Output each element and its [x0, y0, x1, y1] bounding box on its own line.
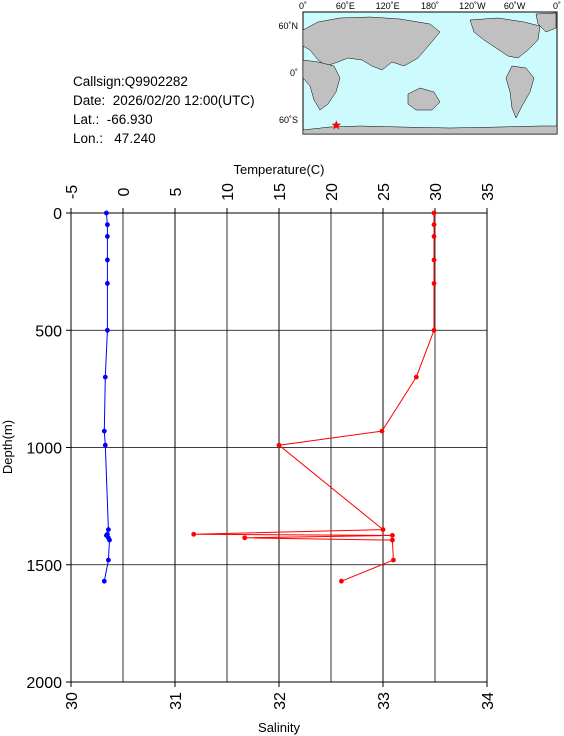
temperature-data-point [390, 537, 395, 543]
salinity-axis-label: Salinity [258, 720, 300, 735]
map-land-south-america [505, 65, 535, 119]
salinity-data-point [105, 222, 110, 228]
salinity-data-point [101, 428, 107, 434]
map-land-greenland [535, 12, 557, 33]
salinity-tick-label: 33 [376, 692, 393, 710]
temperature-tick-label: 0 [116, 187, 133, 196]
map-lon-tick: 180˚ [421, 1, 439, 11]
temperature-data-point [191, 531, 197, 537]
temperature-data-point [379, 428, 385, 434]
lat-value: -66.930 [106, 112, 153, 127]
depth-tick-label: 500 [35, 323, 62, 340]
temperature-tick-label: 30 [428, 183, 445, 201]
lon-row: Lon.: 47.240 [73, 129, 255, 148]
location-map: 0˚ 60˚E 120˚E 180˚ 120˚W 60˚W 0˚ 60˚N0˚60˚S [278, 1, 561, 135]
salinity-profile-line [103, 212, 111, 582]
depth-tick-label: 2000 [26, 675, 62, 692]
map-land [302, 12, 558, 135]
map-lon-tick: 0˚ [553, 1, 561, 11]
map-land-antarctica [302, 125, 558, 135]
temperature-data-point [339, 578, 344, 584]
depth-axis-label: Depth(m) [0, 420, 15, 474]
salinity-data-point [106, 527, 111, 532]
map-lon-tick: 60˚W [504, 1, 526, 11]
temperature-tick-label: 5 [168, 187, 185, 196]
date-row: Date: 2026/02/20 12:00(UTC) [73, 91, 255, 110]
map-lon-tick: 0˚ [299, 1, 307, 11]
salinity-data-point [106, 557, 111, 563]
salinity-data-point [104, 210, 109, 216]
map-land-africa [302, 59, 341, 111]
salinity-data-point [105, 234, 110, 239]
map-lat-tick: 0˚ [290, 68, 298, 78]
temperature-axis-ticks: -5 0 5 10 15 20 25 30 35 [64, 183, 497, 213]
depth-axis-ticks: 0 500 1000 1500 2000 [26, 206, 71, 692]
date-label: Date: [73, 93, 106, 108]
temperature-data-point [431, 257, 437, 263]
salinity-data-point [105, 257, 110, 263]
date-value: 2026/02/20 12:00(UTC) [112, 93, 255, 108]
series-layer [101, 210, 437, 584]
temperature-tick-label: 35 [480, 183, 497, 201]
temperature-tick-label: 25 [376, 183, 393, 201]
map-lon-tick: 120˚E [376, 1, 400, 11]
map-land-eurasia [302, 16, 441, 71]
salinity-data-point [102, 374, 108, 380]
temperature-data-point [276, 442, 282, 448]
temperature-axis-label: Temperature(C) [233, 162, 324, 177]
salinity-data-point [107, 537, 112, 543]
callsign-row: Callsign:Q9902282 [73, 72, 255, 91]
salinity-axis-ticks: 30 31 32 33 34 [64, 682, 497, 710]
salinity-tick-label: 32 [272, 692, 289, 710]
map-land-north-america [469, 17, 541, 59]
float-info: Callsign:Q9902282 Date: 2026/02/20 12:00… [73, 72, 255, 148]
temperature-data-point [431, 281, 437, 286]
temperature-tick-label: 15 [272, 183, 289, 201]
lon-value: 47.240 [114, 131, 156, 146]
lon-label: Lon.: [73, 131, 104, 146]
depth-tick-label: 1000 [26, 441, 62, 458]
temperature-data-point [431, 210, 437, 216]
map-lat-tick: 60˚S [279, 115, 298, 125]
salinity-tick-label: 31 [168, 692, 185, 710]
map-lon-tick: 120˚W [459, 1, 486, 11]
temperature-data-point [391, 557, 396, 563]
salinity-tick-label: 34 [480, 692, 497, 710]
salinity-data-point [105, 281, 110, 286]
temperature-data-point [431, 234, 437, 239]
callsign-value: Q9902282 [124, 74, 188, 89]
temperature-data-point [242, 535, 248, 541]
lat-row: Lat.: -66.930 [73, 110, 255, 129]
temperature-tick-label: 10 [220, 183, 237, 201]
temperature-data-point [413, 374, 419, 380]
temperature-tick-label: 20 [324, 183, 341, 201]
map-lat-tick: 60˚N [278, 21, 298, 31]
salinity-tick-label: 30 [64, 692, 81, 710]
float-location-star [331, 120, 342, 130]
lat-label: Lat.: [73, 112, 100, 127]
salinity-data-point [102, 442, 108, 448]
depth-tick-label: 1500 [26, 558, 62, 575]
temperature-data-point [431, 222, 437, 228]
temperature-data-point [390, 533, 395, 538]
temperature-data-point [380, 527, 386, 532]
callsign-label: Callsign: [73, 74, 125, 89]
salinity-data-point [101, 578, 107, 584]
salinity-data-point [105, 327, 110, 333]
map-lon-tick: 60˚E [336, 1, 355, 11]
map-land-australia [407, 87, 441, 111]
temperature-profile-line [193, 213, 435, 582]
float-location-star-icon [331, 120, 342, 130]
temperature-data-point [431, 327, 437, 333]
temperature-tick-label: -5 [64, 185, 81, 199]
depth-tick-label: 0 [53, 206, 62, 223]
